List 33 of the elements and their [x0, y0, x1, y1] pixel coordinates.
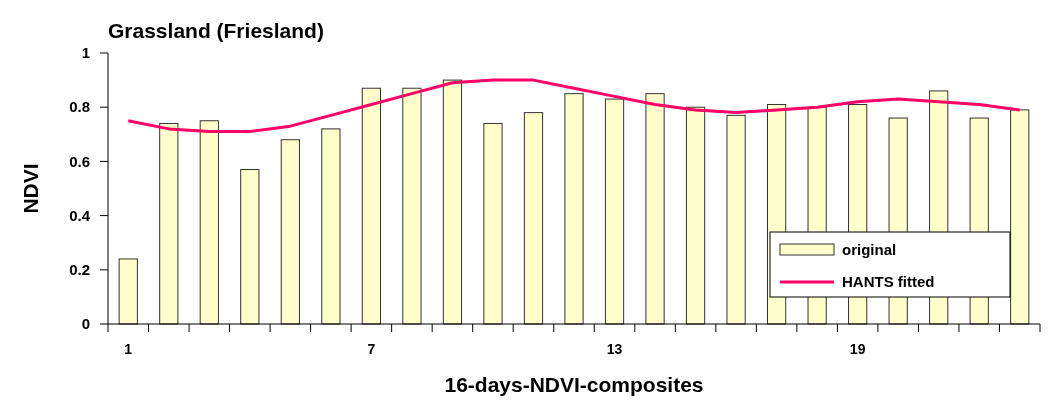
x-tick-label: 13: [606, 341, 623, 357]
y-axis-title: NDVI: [19, 163, 42, 214]
y-tick-label: 0.8: [69, 98, 90, 116]
bar: [402, 87, 422, 325]
y-tick-label: 0.4: [69, 206, 91, 224]
bar: [645, 93, 665, 325]
bar: [199, 120, 219, 325]
bar: [280, 139, 300, 325]
bar: [564, 93, 584, 325]
x-axis-title: 16-days-NDVI-composites: [444, 373, 704, 396]
legend-label: HANTS fitted: [842, 273, 935, 291]
bar: [604, 98, 625, 325]
bar: [159, 122, 179, 325]
chart-title: Grassland (Friesland): [108, 19, 324, 42]
y-tick-label: 0.2: [69, 261, 90, 279]
bar: [118, 258, 138, 325]
bar: [523, 112, 544, 325]
x-tick-label: 19: [849, 341, 866, 357]
line-series: [126, 78, 1022, 134]
bar: [685, 106, 706, 325]
bar: [321, 128, 341, 325]
y-tick-label: 0.6: [69, 152, 90, 170]
bar: [1010, 109, 1030, 325]
x-tick-label: 7: [367, 341, 376, 357]
bar: [240, 169, 260, 325]
y-tick-label: 1: [81, 44, 90, 62]
bar: [442, 79, 463, 325]
bar: [483, 122, 503, 325]
x-tick-label: 1: [124, 341, 133, 357]
bar: [726, 114, 746, 325]
bar: [361, 87, 382, 325]
y-tick-label: 0: [81, 315, 90, 333]
legend-label: original: [842, 241, 897, 259]
